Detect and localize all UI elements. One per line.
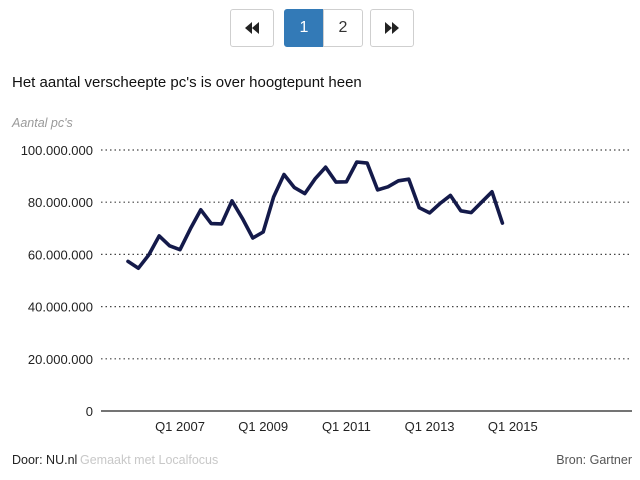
data-point[interactable]	[196, 205, 206, 215]
footer-source: Bron: Gartner	[556, 453, 632, 467]
data-point[interactable]	[445, 190, 455, 200]
data-point[interactable]	[352, 157, 362, 167]
data-point[interactable]	[154, 231, 164, 241]
y-tick-label: 40.000.000	[28, 300, 93, 315]
data-point[interactable]	[456, 206, 466, 216]
last-page-button[interactable]	[370, 9, 414, 47]
data-point[interactable]	[133, 263, 143, 273]
line-chart: 0 20.000.000 40.000.000 60.000.000 80.000.00…	[21, 143, 632, 434]
data-point[interactable]	[414, 203, 424, 213]
data-point[interactable]	[321, 162, 331, 172]
page-1-button[interactable]: 1	[284, 9, 324, 47]
last-page-icon	[385, 22, 399, 34]
y-tick-label: 80.000.000	[28, 195, 93, 210]
data-point[interactable]	[258, 227, 268, 237]
data-point[interactable]	[362, 158, 372, 168]
data-point[interactable]	[300, 189, 310, 199]
data-point[interactable]	[165, 241, 175, 251]
data-point[interactable]	[383, 182, 393, 192]
data-point[interactable]	[206, 219, 216, 229]
data-point[interactable]	[217, 219, 227, 229]
data-point[interactable]	[175, 245, 185, 255]
data-point[interactable]	[331, 177, 341, 187]
x-tick-label: Q1 2015	[488, 419, 538, 434]
data-point[interactable]	[310, 174, 320, 184]
first-page-icon	[245, 22, 259, 34]
y-tick-label: 20.000.000	[28, 352, 93, 367]
data-point[interactable]	[123, 256, 133, 266]
x-tick-label: Q1 2009	[238, 419, 288, 434]
series-line	[126, 160, 505, 270]
page-2-button[interactable]: 2	[323, 9, 363, 47]
y-tick-label: 0	[86, 404, 93, 419]
footer-author: Door: NU.nl	[12, 453, 78, 467]
y-axis-label: Aantal pc's	[12, 116, 73, 130]
footer-made-with-link[interactable]: Gemaakt met Localfocus	[80, 453, 219, 467]
data-point[interactable]	[404, 174, 414, 184]
data-point[interactable]	[425, 208, 435, 218]
data-point[interactable]	[435, 199, 445, 209]
x-tick-label: Q1 2007	[155, 419, 205, 434]
data-point[interactable]	[466, 208, 476, 218]
data-point[interactable]	[477, 197, 487, 207]
data-point[interactable]	[497, 218, 507, 228]
data-point[interactable]	[393, 176, 403, 186]
x-tick-label: Q1 2011	[322, 419, 371, 434]
data-point[interactable]	[289, 183, 299, 193]
chart-title: Het aantal verscheepte pc's is over hoog…	[12, 74, 362, 91]
data-point[interactable]	[373, 185, 383, 195]
data-point[interactable]	[227, 196, 237, 206]
first-page-button[interactable]	[230, 9, 274, 47]
y-tick-label: 60.000.000	[28, 247, 93, 262]
y-tick-label: 100.000.000	[21, 143, 93, 158]
data-point[interactable]	[185, 224, 195, 234]
data-point[interactable]	[144, 250, 154, 260]
data-point[interactable]	[248, 233, 258, 243]
x-tick-label: Q1 2013	[405, 419, 455, 434]
data-point[interactable]	[269, 192, 279, 202]
data-point[interactable]	[341, 177, 351, 187]
data-point[interactable]	[279, 170, 289, 180]
data-point[interactable]	[237, 213, 247, 223]
data-point[interactable]	[487, 187, 497, 197]
